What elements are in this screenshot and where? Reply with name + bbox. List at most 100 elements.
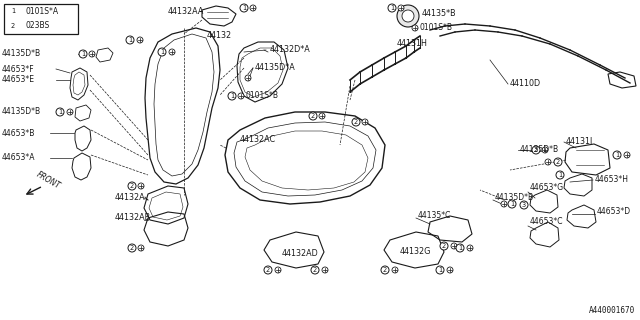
Text: 44132AD: 44132AD bbox=[282, 250, 319, 259]
Text: 44135D*A: 44135D*A bbox=[255, 63, 296, 73]
Text: 2: 2 bbox=[11, 23, 15, 29]
Circle shape bbox=[309, 112, 317, 120]
Text: 1: 1 bbox=[438, 267, 442, 273]
Text: 2: 2 bbox=[313, 267, 317, 273]
Text: 44653*E: 44653*E bbox=[2, 76, 35, 84]
Circle shape bbox=[245, 75, 251, 81]
Circle shape bbox=[613, 151, 621, 159]
Text: 1: 1 bbox=[58, 109, 62, 115]
Circle shape bbox=[501, 201, 507, 207]
Text: FRONT: FRONT bbox=[35, 170, 61, 190]
Circle shape bbox=[138, 245, 144, 251]
Text: 2: 2 bbox=[266, 267, 270, 273]
Circle shape bbox=[508, 200, 516, 208]
Text: 1: 1 bbox=[128, 37, 132, 43]
Circle shape bbox=[447, 267, 453, 273]
Text: 44132: 44132 bbox=[207, 31, 232, 41]
Circle shape bbox=[275, 267, 281, 273]
Text: 44135D*B: 44135D*B bbox=[495, 193, 534, 202]
Circle shape bbox=[352, 118, 360, 126]
Text: 2: 2 bbox=[311, 113, 315, 119]
Circle shape bbox=[137, 37, 143, 43]
Circle shape bbox=[520, 201, 528, 209]
Circle shape bbox=[388, 4, 396, 12]
Text: 1: 1 bbox=[81, 51, 85, 57]
Circle shape bbox=[169, 49, 175, 55]
Text: 44131I: 44131I bbox=[566, 138, 593, 147]
Text: 1: 1 bbox=[458, 245, 462, 251]
Text: 44653*B: 44653*B bbox=[2, 129, 35, 138]
Text: 2: 2 bbox=[130, 183, 134, 189]
Circle shape bbox=[456, 244, 464, 252]
Circle shape bbox=[128, 182, 136, 190]
Circle shape bbox=[311, 266, 319, 274]
Circle shape bbox=[381, 266, 389, 274]
Text: 44653*C: 44653*C bbox=[530, 218, 563, 227]
Circle shape bbox=[322, 267, 328, 273]
Text: 0101S*B: 0101S*B bbox=[420, 23, 453, 33]
Circle shape bbox=[138, 183, 144, 189]
Circle shape bbox=[67, 109, 73, 115]
Circle shape bbox=[532, 146, 540, 154]
Text: 0101S*A: 0101S*A bbox=[25, 7, 58, 16]
Text: 1: 1 bbox=[230, 93, 234, 99]
Circle shape bbox=[398, 5, 404, 11]
Circle shape bbox=[440, 242, 448, 250]
Circle shape bbox=[8, 6, 17, 15]
Circle shape bbox=[624, 152, 630, 158]
Text: 1: 1 bbox=[242, 5, 246, 11]
Circle shape bbox=[397, 5, 419, 27]
Circle shape bbox=[542, 147, 548, 153]
Circle shape bbox=[451, 243, 457, 249]
Text: 2: 2 bbox=[354, 119, 358, 125]
Circle shape bbox=[126, 36, 134, 44]
Text: 2: 2 bbox=[534, 147, 538, 153]
Text: 44135*B: 44135*B bbox=[422, 10, 456, 19]
Circle shape bbox=[79, 50, 87, 58]
Circle shape bbox=[240, 4, 248, 12]
Text: 44653*D: 44653*D bbox=[597, 207, 631, 217]
Text: 44132AA: 44132AA bbox=[168, 6, 204, 15]
Text: 0101S*B: 0101S*B bbox=[245, 92, 278, 100]
Circle shape bbox=[467, 245, 473, 251]
Text: 44132AC: 44132AC bbox=[240, 135, 276, 145]
Text: 1: 1 bbox=[390, 5, 394, 11]
Text: 1: 1 bbox=[510, 201, 514, 207]
Text: A440001670: A440001670 bbox=[589, 306, 635, 315]
Circle shape bbox=[264, 266, 272, 274]
Text: 44132G: 44132G bbox=[400, 247, 431, 257]
Circle shape bbox=[556, 171, 564, 179]
Circle shape bbox=[362, 119, 368, 125]
Circle shape bbox=[412, 25, 418, 31]
Circle shape bbox=[56, 108, 64, 116]
Circle shape bbox=[545, 159, 551, 165]
Circle shape bbox=[158, 48, 166, 56]
Text: 44135D*B: 44135D*B bbox=[2, 108, 41, 116]
Circle shape bbox=[8, 21, 17, 30]
Circle shape bbox=[436, 266, 444, 274]
Text: 023BS: 023BS bbox=[25, 21, 49, 30]
Text: 44132D*A: 44132D*A bbox=[270, 45, 311, 54]
Text: 2: 2 bbox=[442, 243, 446, 249]
Circle shape bbox=[319, 113, 325, 119]
Circle shape bbox=[392, 267, 398, 273]
Text: 44135D*B: 44135D*B bbox=[2, 50, 41, 59]
FancyBboxPatch shape bbox=[4, 4, 78, 34]
Text: 44653*A: 44653*A bbox=[2, 154, 35, 163]
Text: 44653*G: 44653*G bbox=[530, 183, 564, 193]
Text: 44653*H: 44653*H bbox=[595, 175, 629, 185]
Circle shape bbox=[402, 10, 414, 22]
Text: 44132AB: 44132AB bbox=[115, 213, 151, 222]
Text: 2: 2 bbox=[130, 245, 134, 251]
Text: 1: 1 bbox=[11, 8, 15, 14]
Text: 1: 1 bbox=[558, 172, 562, 178]
Text: 44132A: 44132A bbox=[115, 193, 146, 202]
Text: 44653*F: 44653*F bbox=[2, 65, 35, 74]
Text: 1: 1 bbox=[615, 152, 619, 158]
Text: 44135D*B: 44135D*B bbox=[520, 146, 559, 155]
Text: 44135*C: 44135*C bbox=[418, 211, 451, 220]
Text: 2: 2 bbox=[556, 159, 560, 165]
Circle shape bbox=[554, 158, 562, 166]
Circle shape bbox=[238, 93, 244, 99]
Circle shape bbox=[89, 51, 95, 57]
